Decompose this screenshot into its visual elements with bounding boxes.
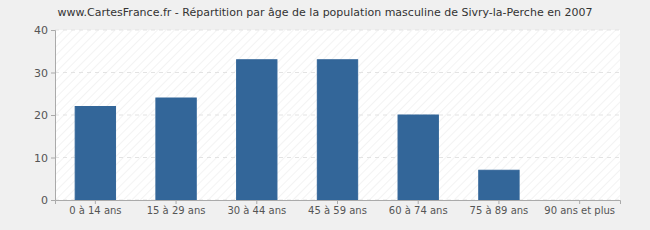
bar — [317, 60, 357, 200]
x-tick-mark — [176, 200, 177, 204]
y-tick-label: 40 — [34, 24, 48, 37]
x-tick-mark — [337, 200, 338, 204]
x-tick-mark — [256, 200, 257, 204]
y-tick: 20 — [34, 109, 55, 122]
y-tick-mark — [51, 73, 55, 74]
x-tick-mark — [498, 200, 499, 204]
x-tick: 15 à 29 ans — [147, 200, 206, 216]
x-tick-mark — [579, 200, 580, 204]
x-tick: 75 à 89 ans — [470, 200, 529, 216]
bar — [237, 60, 277, 200]
bar — [75, 107, 115, 201]
x-tick-label: 75 à 89 ans — [470, 205, 529, 216]
x-tick-label: 60 à 74 ans — [389, 205, 448, 216]
y-tick-mark — [51, 158, 55, 159]
y-tick-label: 30 — [34, 67, 48, 80]
plot: 0 10 20 30 40 0 à 14 ans 15 à 29 ans 30 à 44 an… — [34, 24, 621, 216]
grid-line — [55, 30, 620, 31]
bar — [398, 115, 438, 200]
y-tick: 0 — [41, 194, 55, 207]
x-tick-label: 90 ans et plus — [544, 205, 615, 216]
y-tick-mark — [51, 200, 55, 201]
x-tick: 60 à 74 ans — [389, 200, 448, 216]
x-tick: 45 à 59 ans — [308, 200, 367, 216]
x-tick-mark — [418, 200, 419, 204]
x-tick: 30 à 44 ans — [227, 200, 286, 216]
y-tick-mark — [51, 30, 55, 31]
y-tick: 10 — [34, 152, 55, 165]
y-tick-label: 20 — [34, 109, 48, 122]
title: www.CartesFrance.fr - Répartition par âg… — [58, 6, 593, 19]
x-tick-mark — [95, 200, 96, 204]
y-tick-label: 0 — [41, 194, 48, 207]
bar — [559, 200, 599, 201]
y-axis: 0 10 20 30 40 — [34, 24, 56, 207]
x-tick-label: 30 à 44 ans — [227, 205, 286, 216]
x-tick-label: 0 à 14 ans — [69, 205, 121, 216]
x-tick-label: 45 à 59 ans — [308, 205, 367, 216]
chart: www.CartesFrance.fr - Répartition par âg… — [0, 0, 650, 230]
y-tick: 40 — [34, 24, 55, 37]
x-axis-line — [56, 201, 621, 205]
grid — [55, 30, 620, 200]
y-tick-label: 10 — [34, 152, 48, 165]
x-tick: 0 à 14 ans — [69, 200, 121, 216]
bar — [479, 170, 519, 200]
bars — [75, 60, 519, 200]
x-tick-label: 15 à 29 ans — [147, 205, 206, 216]
plot-background — [55, 30, 620, 200]
y-tick-mark — [51, 115, 55, 116]
bar — [156, 98, 196, 200]
x-tick: 90 ans et plus — [544, 200, 615, 216]
x-axis: 0 à 14 ans 15 à 29 ans 30 à 44 ans 45 à 59 … — [56, 200, 621, 216]
y-axis-line — [51, 31, 56, 201]
y-tick: 30 — [34, 67, 55, 80]
